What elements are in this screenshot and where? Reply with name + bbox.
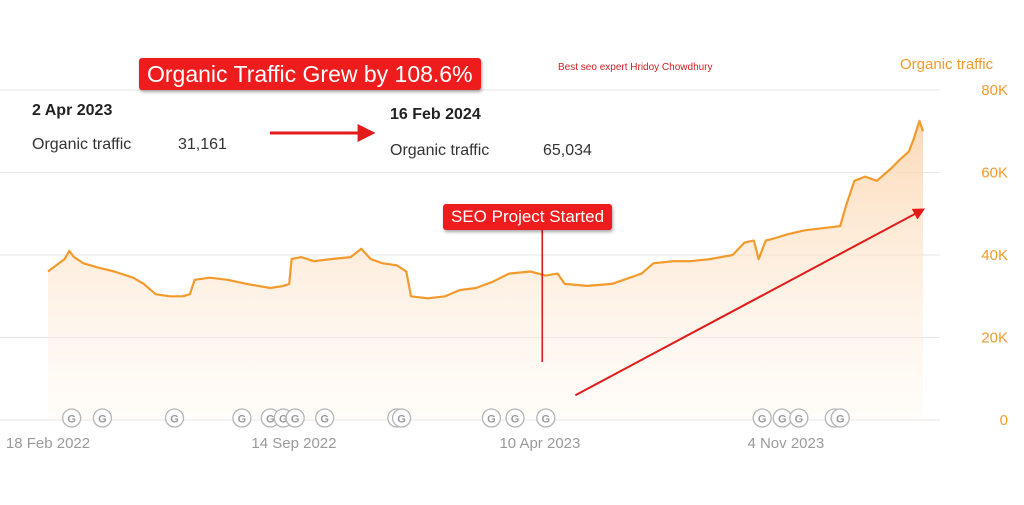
google-update-label: G [511, 414, 520, 426]
x-tick-label: 10 Apr 2023 [499, 435, 580, 452]
x-tick-label: 18 Feb 2022 [6, 435, 90, 452]
y-tick-label: 40K [981, 247, 1008, 264]
google-update-label: G [487, 414, 496, 426]
growth-headline: Organic Traffic Grew by 108.6% [139, 58, 481, 90]
google-update-marker: G [285, 408, 305, 428]
google-update-label: G [98, 414, 107, 426]
end-tooltip-value: 65,034 [543, 142, 592, 159]
google-update-circle [505, 408, 525, 428]
google-update-circle [391, 408, 412, 428]
traffic-series [47, 119, 925, 300]
start-tooltip-date: 2 Apr 2023 [32, 102, 113, 119]
google-update-label: G [795, 414, 804, 426]
google-update-marker: G [830, 408, 850, 428]
google-update-circle [61, 408, 82, 428]
google-update-circle [285, 408, 305, 428]
x-axis-ticks: 18 Feb 2022 14 Sep 2022 10 Apr 2023 4 Nov 2… [6, 435, 824, 452]
google-update-label: G [836, 414, 845, 426]
google-update-label: G [758, 414, 767, 426]
seo-start-tag: SEO Project Started [443, 204, 613, 230]
google-update-circle [164, 408, 185, 428]
traffic-area-fill [48, 120, 923, 421]
traffic-line [47, 119, 925, 300]
google-update-label: G [67, 414, 76, 426]
google-update-label: G [266, 414, 275, 426]
google-update-marker: G [391, 408, 412, 428]
google-update-circle [752, 408, 772, 428]
google-update-marker: G [536, 408, 556, 428]
google-update-marker: G [92, 408, 113, 428]
google-update-circle [232, 408, 252, 428]
traffic-area [48, 120, 923, 421]
google-update-marker: G [505, 408, 525, 428]
trend-arrow [574, 208, 926, 397]
google-update-label: G [279, 414, 288, 426]
credit-text: Best seo expert Hridoy Chowdhury [558, 62, 713, 73]
google-update-circle [536, 408, 556, 428]
y-axis-ticks: 0 20K 40K 60K 80K [981, 82, 1008, 429]
google-update-circle [92, 408, 113, 428]
annotation-arrows [270, 124, 926, 397]
google-update-label: G [170, 414, 179, 426]
google-update-label: G [291, 414, 300, 426]
google-update-label: G [542, 414, 551, 426]
y-tick-label: 60K [981, 165, 1008, 182]
google-update-label: G [778, 414, 787, 426]
google-update-circle [481, 408, 502, 428]
end-tooltip-date: 16 Feb 2024 [390, 106, 481, 123]
google-update-label: G [320, 414, 329, 426]
y-tick-label: 0 [1000, 412, 1008, 429]
google-update-marker: G [772, 408, 792, 428]
x-tick-label: 14 Sep 2022 [251, 435, 336, 452]
google-update-label: G [397, 414, 406, 426]
y-tick-label: 80K [981, 82, 1008, 99]
google-update-marker: G [481, 408, 502, 428]
series-name-label: Organic traffic [900, 56, 994, 73]
google-update-marker: G [232, 408, 252, 428]
google-update-circle [789, 408, 809, 428]
google-update-marker: G [789, 408, 809, 428]
start-tooltip-label: Organic traffic [32, 136, 132, 153]
y-tick-label: 20K [981, 330, 1008, 347]
google-update-label: G [238, 414, 247, 426]
start-tooltip-value: 31,161 [178, 136, 227, 153]
google-update-circle [315, 408, 335, 428]
google-update-marker: G [61, 408, 82, 428]
google-update-markers: GGGGGGGGGGGGGGGGGG [61, 408, 850, 428]
google-update-marker: G [752, 408, 772, 428]
google-update-marker: G [315, 408, 335, 428]
google-update-circle [830, 408, 850, 428]
x-tick-label: 4 Nov 2023 [747, 435, 824, 452]
google-update-marker: G [164, 408, 185, 428]
end-tooltip-label: Organic traffic [390, 142, 490, 159]
